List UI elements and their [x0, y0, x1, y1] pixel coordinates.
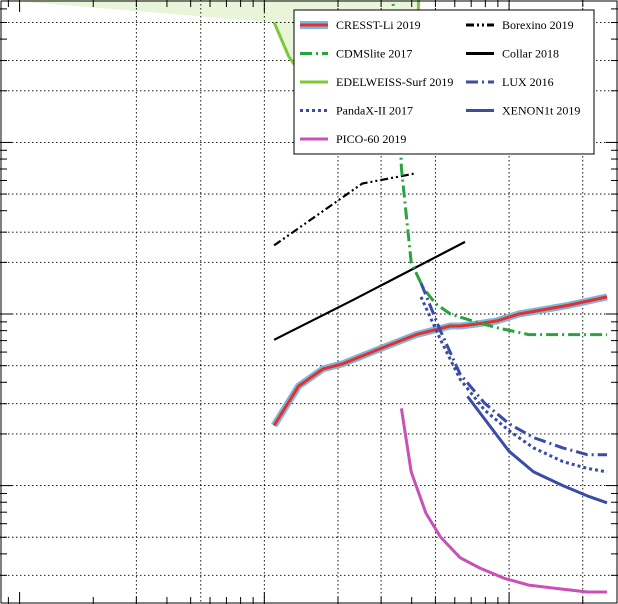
series-line-pico-60-2019 — [399, 408, 607, 594]
legend-item-lux-2016: LUX 2016 — [466, 75, 554, 89]
legend-item-pandax-ii-2017: PandaX-II 2017 — [300, 104, 413, 118]
legend-label: CRESST-Li 2019 — [336, 18, 421, 32]
legend-item-collar-2018: Collar 2018 — [466, 47, 559, 61]
legend: CRESST-Li 2019 CDMSlite 2017 EDELWEISS-Sur… — [293, 9, 595, 155]
legend-label: LUX 2016 — [502, 75, 554, 89]
legend-label: XENON1t 2019 — [502, 104, 580, 118]
series-line-cresst-li-2019 — [272, 295, 608, 427]
legend-label: PandaX-II 2017 — [336, 104, 413, 118]
series-line-lux-2016 — [419, 282, 607, 457]
series-line-borexino-2019 — [273, 172, 417, 247]
legend-item-edelweiss-surf-2019: EDELWEISS-Surf 2019 — [300, 75, 453, 89]
legend-items: CRESST-Li 2019 CDMSlite 2017 EDELWEISS-Sur… — [300, 18, 580, 146]
legend-item-cresst-li-2019: CRESST-Li 2019 — [300, 18, 421, 32]
series-line-xenon1t-2019 — [466, 395, 608, 505]
series-line-pandax-ii-2017 — [419, 296, 608, 474]
legend-label: CDMSlite 2017 — [336, 47, 412, 61]
legend-item-borexino-2019: Borexino 2019 — [466, 18, 574, 32]
legend-label: Collar 2018 — [502, 47, 559, 61]
series-band-cresst-li-2019 — [271, 293, 608, 428]
legend-label: PICO-60 2019 — [336, 132, 406, 146]
legend-item-pico-60-2019: PICO-60 2019 — [300, 132, 406, 146]
legend-item-cdmslite-2017: CDMSlite 2017 — [300, 47, 412, 61]
legend-item-xenon1t-2019: XENON1t 2019 — [466, 104, 580, 118]
legend-label: Borexino 2019 — [502, 18, 574, 32]
series-line-collar-2018 — [273, 240, 466, 341]
legend-label: EDELWEISS-Surf 2019 — [336, 75, 453, 89]
legend-box — [293, 9, 595, 155]
